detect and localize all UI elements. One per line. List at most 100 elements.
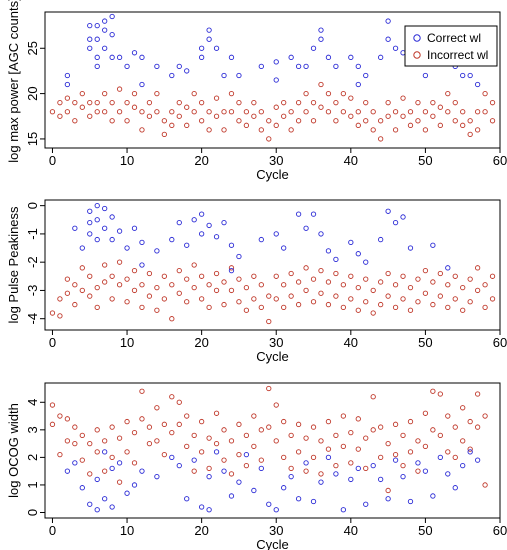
data-point [139,304,145,311]
data-point [102,27,108,33]
series-correct-wl [64,13,481,88]
data-point [72,100,78,106]
data-point [489,118,496,124]
x-tick-label: 10 [120,523,134,538]
data-point [325,446,332,452]
x-tick-label: 30 [269,153,283,168]
data-point [407,284,414,291]
data-point [340,443,347,450]
data-point [281,418,287,425]
data-point [198,231,205,237]
data-point [460,405,466,411]
data-point [392,127,399,133]
data-point [94,100,100,106]
data-point [213,45,220,51]
data-point [94,476,100,483]
data-point [176,63,182,70]
legend-label: Incorrect wl [427,48,488,62]
data-point [363,100,369,106]
data-point [355,416,361,422]
data-point [348,54,354,60]
data-point [355,446,361,452]
data-point [243,463,250,469]
data-point [251,296,257,302]
data-point [146,113,153,119]
data-point [266,118,272,124]
data-point [318,290,324,296]
data-point [266,501,272,507]
data-point [273,507,279,513]
data-point [385,496,391,502]
data-point [94,63,100,70]
data-point [333,463,339,469]
data-point [94,449,100,455]
data-point [139,282,145,288]
data-point [363,299,369,305]
data-point [124,63,130,70]
data-point [116,109,123,115]
data-point [355,63,361,70]
data-point [206,474,212,480]
data-point [340,90,347,97]
data-point [236,299,242,305]
data-point [184,299,190,305]
data-point [198,418,205,425]
data-point [116,259,123,265]
y-tick-label: 1 [25,481,40,488]
data-point [198,211,205,217]
data-point [310,211,317,217]
data-point [333,118,339,124]
data-point [206,27,212,33]
data-point [281,304,287,311]
data-point [400,113,406,119]
x-tick-label: 0 [49,335,56,350]
data-point [206,127,212,133]
data-point [79,90,85,97]
data-point [109,13,115,20]
data-point [273,59,279,65]
data-point [318,438,324,444]
y-tick-label: 2 [25,454,40,461]
data-point [176,100,182,106]
data-point [94,36,100,42]
data-point [184,104,190,110]
data-point [295,301,302,308]
data-point [474,265,481,271]
data-point [333,270,339,277]
x-tick-label: 40 [344,523,358,538]
data-point [176,113,182,119]
data-point [124,118,130,124]
data-point [206,507,212,513]
data-point [102,449,108,455]
legend-box [404,25,498,67]
data-point [131,460,138,466]
data-point [72,424,78,430]
data-point [79,104,85,110]
y-tick-label: 4 [25,399,40,406]
data-point [109,465,115,472]
data-point [139,127,145,133]
data-point [318,471,324,477]
data-point [64,72,71,79]
data-point [94,54,100,60]
data-point [310,45,317,51]
series-incorrect-wl [49,385,488,494]
y-axis-label: log max power [AGC counts] [6,0,21,163]
data-point [109,54,115,60]
data-point [400,214,406,220]
data-point [213,113,220,119]
data-point [400,95,406,101]
data-point [102,438,108,444]
data-point [258,63,264,70]
data-point [467,449,473,455]
data-point [266,293,272,299]
data-point [460,122,466,128]
data-point [370,427,376,433]
data-point [363,72,369,79]
data-point [310,454,317,461]
data-point [116,282,123,288]
data-point [370,287,376,294]
data-point [154,248,160,254]
data-point [251,113,257,119]
